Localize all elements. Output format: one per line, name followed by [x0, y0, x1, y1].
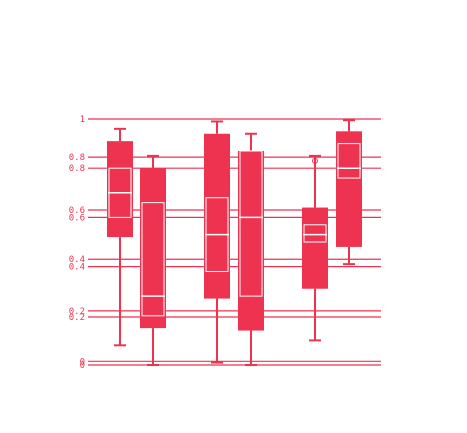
y-tick-label: 1 [80, 115, 85, 125]
y-tick-label: 0.4 [69, 255, 85, 265]
y-tick-label: 0.8 [69, 164, 85, 174]
y-tick-label: 0.2 [69, 307, 85, 317]
box [140, 168, 166, 329]
notch [337, 143, 361, 179]
y-tick-label: 0.4 [69, 263, 85, 273]
notch [303, 224, 327, 243]
y-tick-label: 0.6 [69, 206, 85, 216]
box [336, 131, 362, 247]
y-tick-label: 0.6 [69, 213, 85, 223]
outlier-point [312, 157, 318, 164]
y-tick-label: 0 [80, 357, 85, 367]
y-tick-label: 0.2 [69, 313, 85, 323]
y-tick-label: 0 [80, 361, 85, 371]
notch [141, 202, 165, 317]
notch [239, 150, 263, 297]
y-tick-label: 0.8 [69, 153, 85, 163]
box [302, 207, 328, 289]
box [107, 141, 133, 238]
box [204, 133, 230, 299]
box [238, 150, 264, 331]
